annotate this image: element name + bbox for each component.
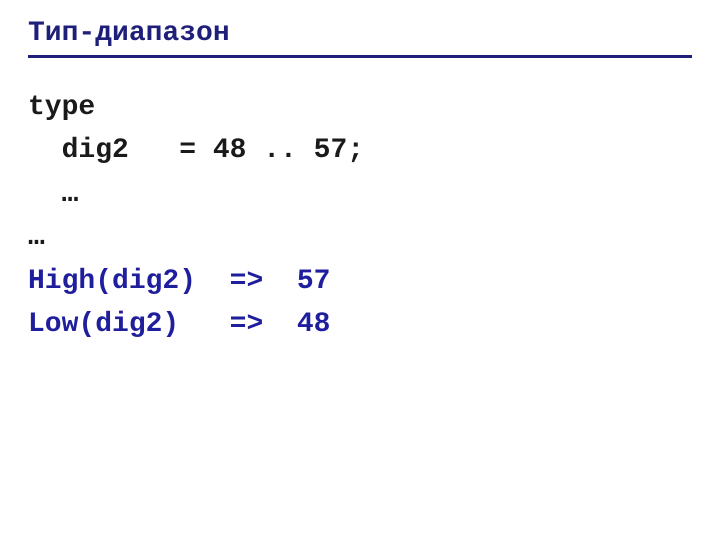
high-value: 57 [297, 266, 331, 297]
keyword-type: type [28, 92, 95, 123]
ellipsis-indent: … [28, 179, 78, 210]
low-value: 48 [297, 309, 331, 340]
type-name: dig2 [28, 135, 129, 166]
slide-title: Тип-диапазон [28, 18, 692, 58]
arrow: => [179, 309, 297, 340]
assign-op: = [129, 135, 213, 166]
ellipsis: … [28, 222, 45, 253]
fn-high: High(dig2) [28, 266, 196, 297]
slide: Тип-диапазон type dig2 = 48 .. 57; … … H… [0, 0, 720, 540]
arrow: => [196, 266, 297, 297]
code-block: type dig2 = 48 .. 57; … … High(dig2) => … [28, 86, 692, 346]
fn-low: Low(dig2) [28, 309, 179, 340]
range-literal: 48 .. 57; [213, 135, 364, 166]
